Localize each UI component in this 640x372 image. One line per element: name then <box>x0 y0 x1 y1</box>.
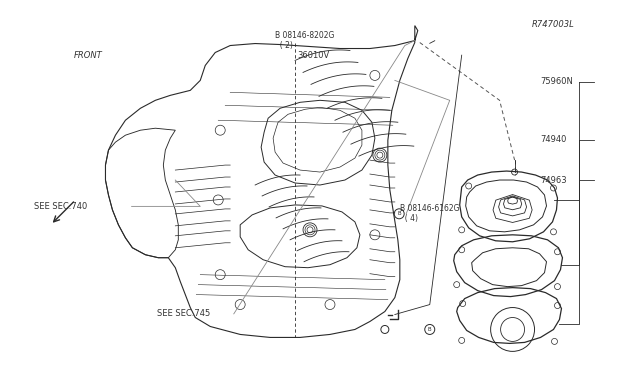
Text: B 08146-6162G
  ( 4): B 08146-6162G ( 4) <box>400 204 460 224</box>
Text: 74963: 74963 <box>540 176 567 185</box>
Text: FRONT: FRONT <box>74 51 103 60</box>
Text: B: B <box>397 211 401 216</box>
Text: 75960N: 75960N <box>540 77 573 86</box>
Text: SEE SEC.745: SEE SEC.745 <box>157 310 211 318</box>
Text: SEE SEC.740: SEE SEC.740 <box>34 202 87 211</box>
Text: 74940: 74940 <box>540 135 566 144</box>
Text: R747003L: R747003L <box>532 20 575 29</box>
Text: B 08146-8202G
  ( 2): B 08146-8202G ( 2) <box>275 31 335 51</box>
Text: B: B <box>428 327 431 332</box>
Text: 36010V: 36010V <box>298 51 330 60</box>
